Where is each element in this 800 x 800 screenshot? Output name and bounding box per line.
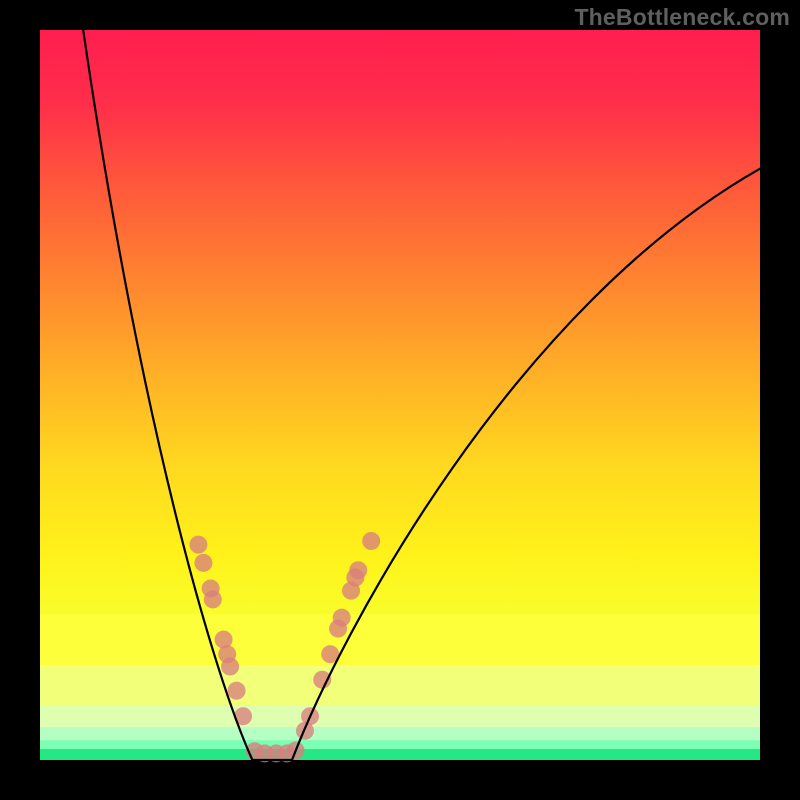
data-point bbox=[333, 609, 351, 627]
data-point bbox=[349, 561, 367, 579]
data-point bbox=[228, 682, 246, 700]
data-point bbox=[189, 536, 207, 554]
bottleneck-chart bbox=[0, 0, 800, 800]
data-point bbox=[204, 590, 222, 608]
data-point bbox=[194, 554, 212, 572]
data-point bbox=[221, 658, 239, 676]
watermark-text: TheBottleneck.com bbox=[574, 4, 790, 31]
data-point bbox=[362, 532, 380, 550]
plot-area bbox=[40, 30, 760, 762]
threshold-bands bbox=[40, 614, 760, 760]
